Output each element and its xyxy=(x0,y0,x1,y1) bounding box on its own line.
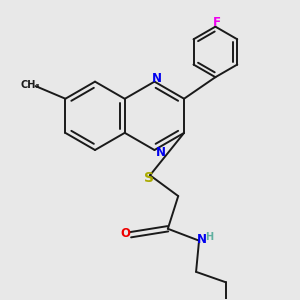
Text: N: N xyxy=(196,233,206,246)
Text: S: S xyxy=(143,171,154,184)
Text: CH₃: CH₃ xyxy=(20,80,40,90)
Text: N: N xyxy=(152,72,162,85)
Text: F: F xyxy=(213,16,221,29)
Text: H: H xyxy=(206,232,214,242)
Text: O: O xyxy=(120,227,130,240)
Text: N: N xyxy=(155,146,165,159)
